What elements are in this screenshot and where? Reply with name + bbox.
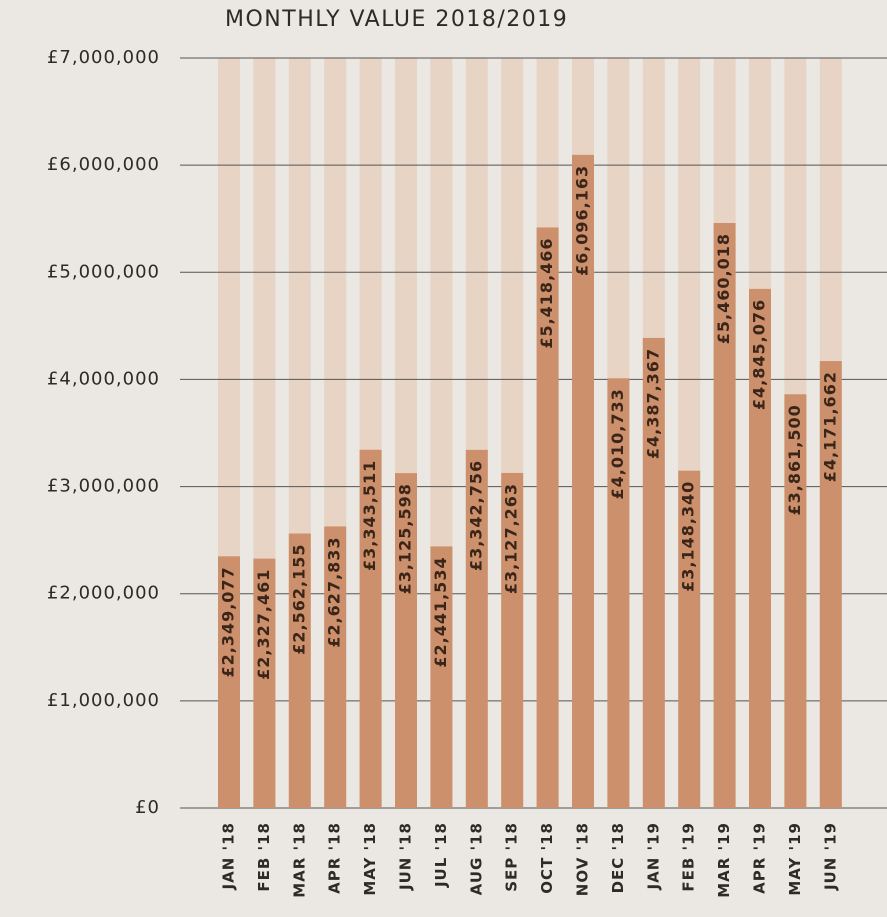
x-tick-label: APR '19	[751, 822, 769, 894]
value-label: £3,861,500	[785, 404, 804, 515]
bar	[324, 526, 347, 808]
bar	[536, 227, 559, 808]
bar	[678, 470, 701, 808]
chart-title: MONTHLY VALUE 2018/2019	[225, 7, 568, 32]
value-label: £4,845,076	[750, 299, 769, 410]
bar	[288, 533, 311, 808]
y-tick-label: £0	[135, 797, 160, 818]
x-tick-label: FEB '18	[255, 822, 273, 892]
x-tick-label: APR '18	[326, 822, 344, 894]
bar	[572, 154, 594, 809]
value-label: £3,343,511	[360, 460, 379, 571]
bar	[218, 556, 240, 808]
x-tick-label: JUN '19	[821, 822, 839, 891]
value-label: £3,342,756	[466, 460, 485, 571]
x-tick-label: MAR '18	[290, 822, 308, 898]
x-tick-label: FEB '19	[680, 822, 698, 892]
bar	[395, 473, 417, 808]
value-label: £5,460,018	[714, 233, 733, 344]
x-tick-label: SEP '18	[503, 822, 521, 892]
bar	[607, 378, 630, 808]
value-label: £3,125,598	[396, 483, 415, 594]
x-tick-label: OCT '18	[538, 822, 556, 894]
x-tick-label: JAN '19	[644, 822, 662, 890]
x-tick-label: NOV '18	[574, 822, 592, 896]
x-tick-label: JUN '18	[397, 822, 415, 891]
value-label: £5,418,466	[537, 237, 556, 348]
value-label: £2,327,461	[254, 569, 273, 680]
x-tick-label: MAR '19	[715, 822, 733, 898]
y-tick-label: £3,000,000	[47, 476, 160, 497]
x-tick-label: JUL '18	[432, 822, 450, 888]
value-label: £4,171,662	[820, 371, 839, 482]
value-label: £4,387,367	[643, 348, 662, 459]
y-tick-label: £4,000,000	[47, 368, 160, 389]
x-tick-label: JAN '18	[220, 822, 238, 890]
y-tick-label: £1,000,000	[47, 690, 160, 711]
y-tick-label: £7,000,000	[47, 47, 160, 68]
bar	[642, 337, 665, 808]
bar	[465, 449, 488, 808]
y-tick-label: £2,000,000	[47, 583, 160, 604]
value-label: £2,441,534	[431, 556, 450, 667]
y-tick-label: £5,000,000	[47, 261, 160, 282]
bar	[430, 546, 453, 808]
value-label: £4,010,733	[608, 388, 627, 499]
value-label: £3,148,340	[679, 481, 698, 592]
x-tick-label: AUG '18	[467, 822, 485, 895]
bar	[501, 472, 524, 808]
bar	[819, 361, 842, 808]
bar	[359, 449, 382, 808]
x-tick-label: DEC '18	[609, 822, 627, 893]
bar	[713, 222, 736, 809]
value-label: £2,627,833	[325, 536, 344, 647]
bar	[749, 288, 771, 808]
bar	[784, 394, 807, 808]
y-tick-label: £6,000,000	[47, 154, 160, 175]
x-tick-label: MAY '19	[786, 822, 804, 896]
value-label: £2,562,155	[289, 543, 308, 654]
x-tick-label: MAY '18	[361, 822, 379, 896]
value-label: £2,349,077	[219, 566, 238, 677]
value-label: £3,127,263	[502, 483, 521, 594]
bar	[253, 558, 276, 808]
value-label: £6,096,163	[573, 165, 592, 276]
